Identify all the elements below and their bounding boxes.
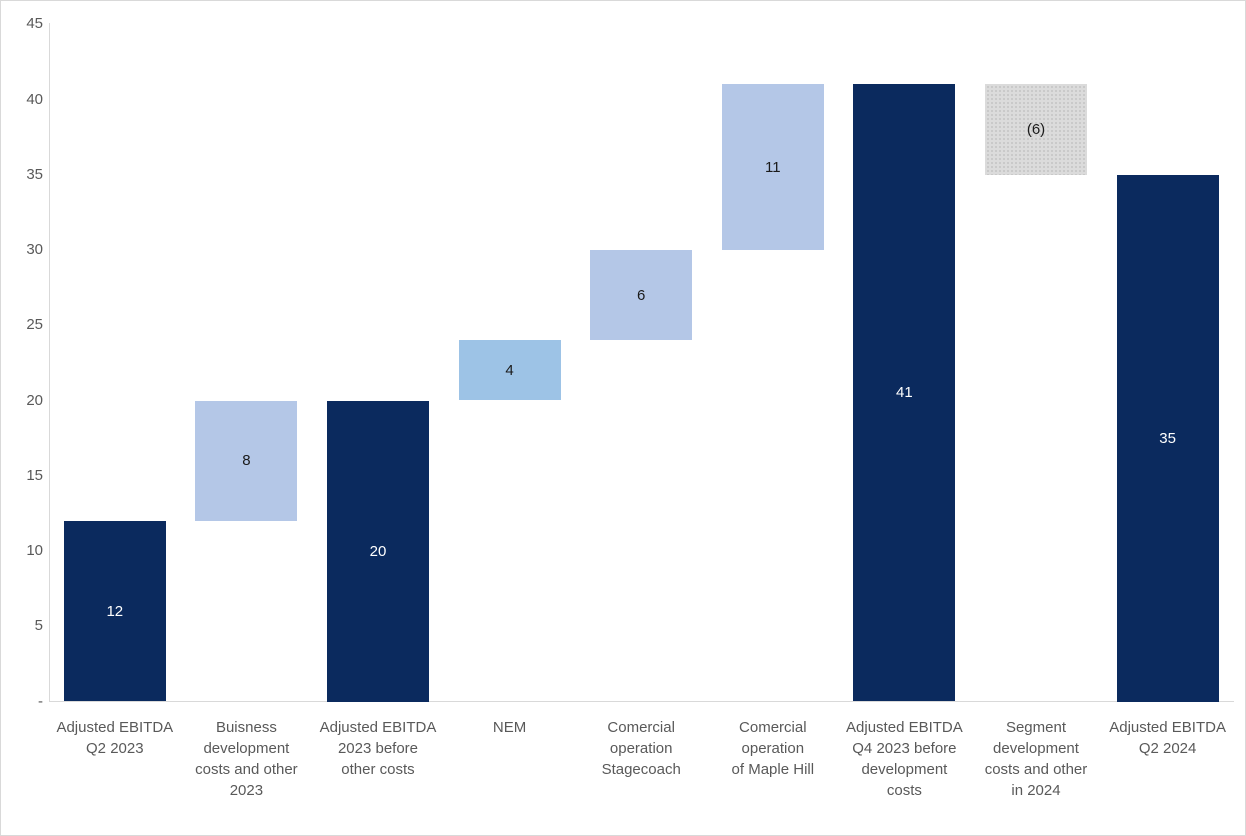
bar-adjusted-ebitda-2023-before-other-costs: 20 <box>327 400 429 702</box>
y-tick-label-40: 40 <box>26 90 43 108</box>
bar-value-label-adjusted-ebitda-2023-before-other-costs: 20 <box>369 542 387 560</box>
bar-adjusted-ebitda-q4-2023-before-development-costs: 41 <box>853 84 956 702</box>
x-category-label-segment-development-costs-2024: Segment development costs and other in 2… <box>984 719 1088 799</box>
y-tick-label-10: 10 <box>26 542 43 559</box>
bar-adjusted-ebitda-q2-2023: 12 <box>63 520 166 702</box>
x-category-label-adjusted-ebitda-q4-2023-before-development-costs: Adjusted EBITDA Q4 2023 before developme… <box>846 719 963 799</box>
bar-value-label-adjusted-ebitda-q2-2024: 35 <box>1159 429 1176 447</box>
x-category-label-adjusted-ebitda-2023-before-other-costs: Adjusted EBITDA 2023 before other costs <box>319 719 437 778</box>
bar-value-label-adjusted-ebitda-q2-2023: 12 <box>106 602 124 620</box>
y-axis-line <box>49 23 50 702</box>
y-tick-label-35: 35 <box>26 165 43 183</box>
bar-value-label-comercial-operation-of-maple-hill: 11 <box>765 158 781 176</box>
y-tick-label-25: 25 <box>26 316 43 334</box>
y-tick-label-5: 5 <box>34 617 43 635</box>
bar-comercial-operation-stagecoach: 6 <box>590 250 693 341</box>
bar-segment-development-costs-2024: (6) <box>985 84 1087 175</box>
x-category-label-comercial-operation-of-maple-hill: Comercial operation of Maple Hill <box>731 719 815 778</box>
x-category-label-nem: NEM <box>492 719 527 736</box>
x-category-label-adjusted-ebitda-q2-2024: Adjusted EBITDA Q2 2024 <box>1109 719 1226 757</box>
x-axis-line <box>49 701 1234 702</box>
bar-value-label-comercial-operation-stagecoach: 6 <box>637 286 646 304</box>
x-category-label-comercial-operation-stagecoach: Comercial operation Stagecoach <box>601 719 681 778</box>
bar-value-label-business-development-costs-2023: 8 <box>242 452 251 470</box>
bar-value-label-adjusted-ebitda-q4-2023-before-development-costs: 41 <box>896 384 913 402</box>
bar-nem: 4 <box>458 340 561 401</box>
bar-value-label-segment-development-costs-2024: (6) <box>1026 121 1046 139</box>
x-category-label-adjusted-ebitda-q2-2023: Adjusted EBITDA Q2 2023 <box>56 719 174 757</box>
y-tick-label-15: 15 <box>26 466 43 484</box>
bar-comercial-operation-of-maple-hill: 11 <box>721 84 824 250</box>
x-category-label-business-development-costs-2023: Buisness development costs and other 202… <box>195 719 298 799</box>
bar-value-label-nem: 4 <box>505 361 514 379</box>
y-tick-label-20: 20 <box>26 391 43 409</box>
y-tick-label-45: 45 <box>26 15 43 33</box>
bar-business-development-costs-2023: 8 <box>195 400 298 521</box>
bar-adjusted-ebitda-q2-2024: 35 <box>1116 174 1219 702</box>
y-tick-label-0: - <box>38 692 43 710</box>
y-tick-label-30: 30 <box>26 241 43 258</box>
